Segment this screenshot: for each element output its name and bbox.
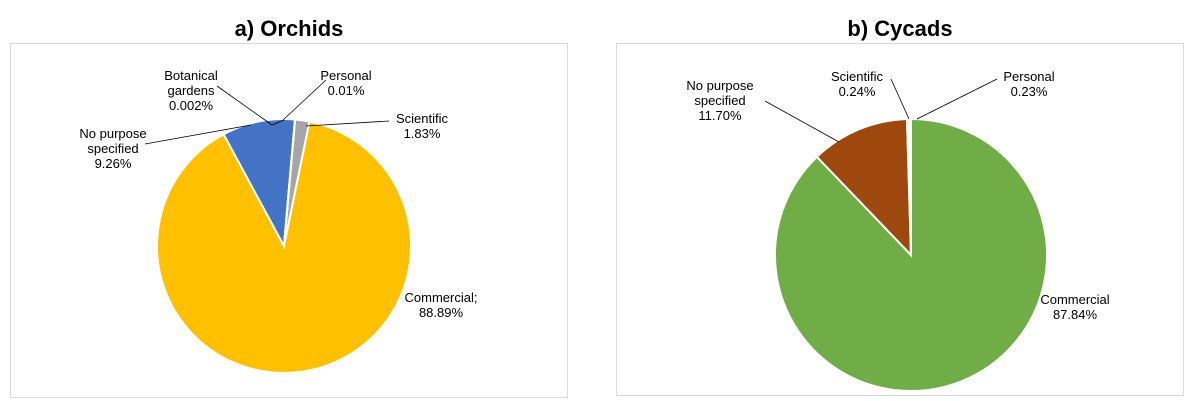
cycads-leader-line-scientific [890, 78, 910, 120]
orchids-chart-area: Scientific 1.83% Commercial; 88.89% No purpo… [10, 43, 568, 398]
orchids-leader-line-botanical [216, 85, 285, 126]
orchids-slice-personal [283, 118, 297, 247]
chart-title-orchids: a) Orchids [234, 16, 344, 41]
cycads-leader-line-nopurpose [764, 100, 840, 143]
cycads-data-label-nopurpose: No purpose specified 11.70% [686, 78, 753, 123]
orchids-data-label-nopurpose: No purpose specified 9.26% [79, 126, 146, 171]
cycads-leader-line-personal [916, 78, 998, 120]
cycads-data-label-scientific: Scientific 0.24% [831, 69, 884, 99]
orchids-leader-line-nopurpose [144, 124, 252, 145]
orchids-leader-line-scientific [305, 120, 390, 127]
cycads-data-label-commercial: Commercial 87.84% [1040, 292, 1109, 322]
orchids-data-label-personal: Personal 0.01% [320, 68, 371, 98]
orchids-leader-line-personal [282, 79, 327, 121]
orchids-pie-chart: Scientific 1.83% Commercial; 88.89% No purpo… [79, 68, 478, 375]
cycads-pie-chart: Commercial 87.84% No purpose specified 11.70… [686, 69, 1110, 392]
cycads-chart-area: Commercial 87.84% No purpose specified 11.70… [616, 43, 1184, 396]
cycads-slice-nopurpose [815, 118, 913, 258]
chart-title-cycads: b) Cycads [847, 16, 953, 41]
cycads-slice-personal [908, 117, 912, 256]
orchids-data-label-scientific: Scientific 1.83% [396, 111, 449, 141]
cycads-data-label-personal: Personal 0.23% [1003, 69, 1054, 99]
orchids-data-label-botanical: Botanical gardens 0.002% [164, 68, 218, 113]
orchids-data-label-commercial: Commercial; 88.89% [405, 290, 478, 320]
